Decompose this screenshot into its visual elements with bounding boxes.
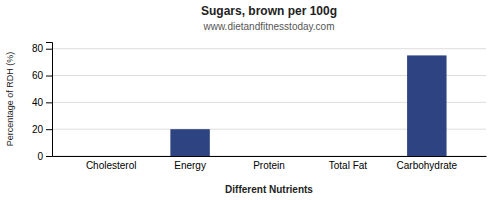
y-tick-label: 0 <box>37 151 43 162</box>
y-tick-mark <box>46 129 52 130</box>
x-tick: Protein <box>253 160 285 171</box>
y-tick-mark <box>46 76 52 77</box>
x-tick-label: Energy <box>174 160 206 171</box>
y-tick-mark <box>46 49 52 50</box>
bar <box>328 156 367 157</box>
chart: Sugars, brown per 100g www.dietandfitness… <box>0 0 500 200</box>
x-tick-label: Cholesterol <box>86 160 137 171</box>
y-tick-label: 60 <box>32 70 44 81</box>
grid-line <box>52 48 486 49</box>
bar <box>407 55 446 156</box>
y-tick: 80 <box>32 43 52 54</box>
y-axis-title: Percentage of RDH (%) <box>5 52 15 147</box>
x-tick-label: Total Fat <box>329 160 368 171</box>
chart-container: Sugars, brown per 100g www.dietandfitness… <box>0 0 500 200</box>
x-tick: Carbohydrate <box>397 160 458 171</box>
subtitle: www.dietandfitnesstoday.com <box>203 21 335 32</box>
y-tick-label: 40 <box>32 97 44 108</box>
y-tick-label: 20 <box>32 124 44 135</box>
y-tick: 60 <box>32 70 52 81</box>
x-tick: Energy <box>174 160 206 171</box>
y-tick: 0 <box>37 151 52 162</box>
y-axis-line <box>46 43 53 157</box>
x-tick-label: Protein <box>253 160 285 171</box>
y-tick-mark <box>46 156 52 157</box>
title: Sugars, brown per 100g <box>201 4 337 18</box>
x-axis: Cholesterol Energy Protein Total Fat Carbohy… <box>53 157 487 172</box>
bar <box>91 156 130 157</box>
y-tick: 40 <box>32 97 52 108</box>
y-axis: 0 20 40 60 80 <box>32 43 53 162</box>
bars <box>170 55 446 156</box>
y-tick: 20 <box>32 124 52 135</box>
bar <box>249 156 288 157</box>
bar <box>170 129 209 156</box>
y-tick-mark <box>46 102 52 103</box>
y-tick-label: 80 <box>32 43 44 54</box>
x-tick: Total Fat <box>329 160 368 171</box>
x-axis-line <box>53 156 487 157</box>
grid <box>52 49 486 156</box>
x-tick: Cholesterol <box>86 160 137 171</box>
x-tick-label: Carbohydrate <box>397 160 458 171</box>
x-axis-title: Different Nutrients <box>225 184 313 195</box>
